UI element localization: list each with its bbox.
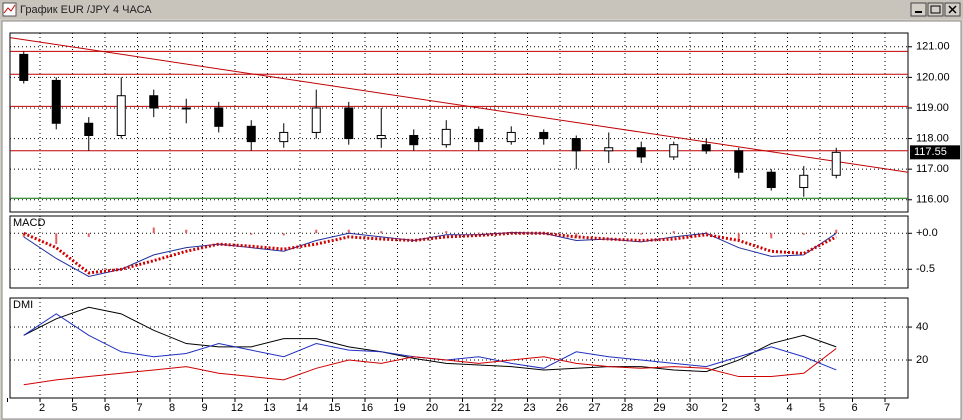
series-line — [23, 232, 837, 278]
series-line — [23, 306, 837, 373]
x-tick-label: 13 — [263, 402, 275, 414]
trend-line — [10, 37, 908, 173]
candle-body — [701, 144, 711, 152]
price-tag-bg — [910, 145, 960, 160]
window-buttons — [910, 2, 961, 17]
candle-body — [116, 95, 126, 137]
candle-body — [441, 128, 451, 146]
candle-body — [831, 151, 841, 176]
series-line — [23, 348, 837, 386]
plot — [10, 33, 908, 212]
panel — [9, 297, 909, 399]
x-tick-label: 8 — [169, 402, 175, 414]
maximize-button[interactable] — [927, 2, 944, 17]
candle-body — [344, 107, 354, 140]
candle-body — [766, 171, 776, 189]
app-icon-line — [3, 4, 16, 14]
plot — [10, 216, 908, 288]
candle-body — [51, 79, 61, 124]
x-tick-label: 7 — [136, 402, 142, 414]
x-tick-label: 27 — [588, 402, 600, 414]
candle-body — [474, 128, 484, 143]
x-tick-label: 14 — [296, 402, 308, 414]
x-tick-label: 6 — [104, 402, 110, 414]
candle-body — [571, 138, 581, 152]
x-tick-label: 20 — [426, 402, 438, 414]
candle-body — [604, 147, 614, 152]
candle-body — [669, 144, 679, 158]
x-tick-label: 23 — [523, 402, 535, 414]
y-tick-label: 116.00 — [916, 194, 949, 206]
y-tick-label: -0.5 — [916, 263, 935, 275]
close-glyph — [948, 5, 957, 14]
x-tick-label: 3 — [754, 402, 760, 414]
series-line — [23, 231, 837, 275]
candle-body — [149, 95, 159, 109]
minimize-button[interactable] — [910, 2, 927, 17]
candle-body — [311, 107, 321, 133]
x-tick-label: 22 — [491, 402, 503, 414]
candle-body — [734, 150, 744, 173]
y-tick-label: 119.00 — [916, 102, 949, 114]
x-tick-label: 2 — [39, 402, 45, 414]
candle-body — [279, 131, 289, 143]
candle-body — [181, 107, 191, 110]
x-tick-label: 12 — [231, 402, 243, 414]
panel — [9, 215, 909, 289]
window-title: График EUR /JPY 4 ЧАСА — [20, 4, 152, 16]
x-tick-label: 16 — [361, 402, 373, 414]
x-tick-label: 26 — [556, 402, 568, 414]
candle-body — [246, 125, 256, 143]
x-tick-label: 19 — [393, 402, 405, 414]
x-tick-label: 6 — [851, 402, 857, 414]
y-tick-label: 20 — [916, 354, 928, 366]
candle-body — [19, 53, 29, 81]
x-tick-label: 9 — [201, 402, 207, 414]
candle-body — [84, 122, 94, 137]
y-tick-label: 118.00 — [916, 132, 949, 144]
panel — [9, 32, 909, 213]
candle-body — [506, 131, 516, 143]
candle-body — [409, 135, 419, 146]
x-tick-label: 7 — [884, 402, 890, 414]
x-tick-label: 21 — [458, 402, 470, 414]
candle-body — [636, 147, 646, 158]
y-tick-label: 121.00 — [916, 41, 950, 53]
x-tick-label: 15 — [328, 402, 340, 414]
y-tick-label: 40 — [916, 321, 928, 333]
y-tick-label: +0.0 — [916, 227, 938, 239]
y-tick-label: 117.00 — [916, 163, 949, 175]
x-tick-label: 4 — [786, 402, 792, 414]
x-tick-label: 30 — [686, 402, 698, 414]
panel-title: MACD — [13, 217, 45, 229]
candle-body — [376, 135, 386, 140]
plot — [10, 298, 908, 398]
x-tick-label: 29 — [653, 402, 665, 414]
x-tick-label: 2 — [721, 402, 727, 414]
candle-body — [214, 107, 224, 127]
title-bar — [0, 0, 963, 19]
x-tick-label: 5 — [819, 402, 825, 414]
price-tag: 117.55 — [914, 146, 947, 158]
x-tick-label: 28 — [621, 402, 633, 414]
maximize-glyph — [930, 5, 941, 14]
y-tick-label: 120.00 — [916, 71, 950, 83]
x-tick-label: 5 — [71, 402, 77, 414]
candle-body — [539, 131, 549, 140]
panel-title: DMI — [13, 299, 33, 311]
candle-body — [799, 174, 809, 189]
